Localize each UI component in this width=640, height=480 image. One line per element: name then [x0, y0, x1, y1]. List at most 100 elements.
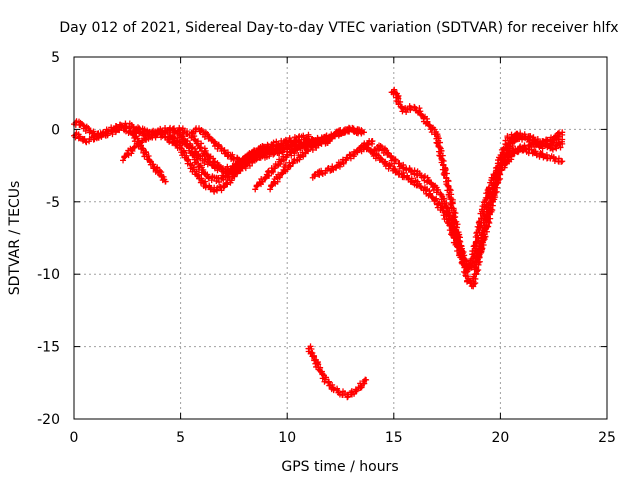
data-point [499, 149, 506, 156]
data-point [283, 151, 290, 158]
data-point [500, 145, 507, 152]
data-point [176, 144, 183, 151]
data-point [314, 360, 321, 367]
data-point [439, 207, 446, 214]
x-tick-label: 25 [598, 430, 616, 446]
data-point [311, 173, 318, 180]
data-point [100, 129, 107, 136]
data-point [350, 128, 357, 135]
data-point [408, 175, 415, 182]
data-point [152, 134, 159, 141]
data-point [219, 165, 226, 172]
data-point [395, 101, 402, 108]
data-point [143, 153, 150, 160]
data-point [271, 165, 278, 172]
data-point [392, 89, 399, 96]
chart-title: Day 012 of 2021, Sidereal Day-to-day VTE… [59, 20, 618, 36]
data-point [143, 132, 150, 139]
data-point [208, 136, 215, 143]
data-point [514, 132, 521, 139]
data-point [264, 168, 271, 175]
data-point [259, 146, 266, 153]
grid-lines [74, 57, 607, 419]
data-point [256, 180, 263, 187]
data-point [479, 227, 486, 234]
data-point [248, 155, 255, 162]
data-point [385, 150, 392, 157]
data-point [219, 174, 226, 181]
data-point [183, 130, 190, 137]
data-point [202, 147, 209, 154]
data-point [456, 237, 463, 244]
data-point [507, 140, 514, 147]
data-point [458, 252, 465, 259]
data-point [340, 129, 347, 136]
data-point [425, 121, 432, 128]
data-point [98, 133, 105, 140]
data-point [191, 136, 198, 143]
data-point [384, 149, 391, 156]
data-point [322, 169, 329, 176]
data-point [471, 242, 478, 249]
data-point [160, 173, 167, 180]
data-point [81, 135, 88, 142]
data-point [437, 191, 444, 198]
data-point [305, 133, 312, 140]
data-point [521, 142, 528, 149]
data-point [193, 159, 200, 166]
data-point [463, 273, 470, 280]
data-point [344, 128, 351, 135]
data-point [113, 123, 120, 130]
data-point [95, 134, 102, 141]
data-point [441, 200, 448, 207]
data-point [220, 184, 227, 191]
data-point [83, 139, 90, 146]
data-point [437, 153, 444, 160]
data-point [139, 129, 146, 136]
data-point [184, 157, 191, 164]
data-point [396, 163, 403, 170]
data-point [470, 283, 477, 290]
data-point [138, 139, 145, 146]
data-point [198, 126, 205, 133]
axis-ticks: 0 5 10 15 20 25 -20 -15 -10 -5 0 5 [37, 50, 616, 446]
data-point [486, 207, 492, 214]
data-point [434, 140, 441, 147]
data-point [323, 132, 330, 139]
data-point [199, 166, 206, 173]
data-point [317, 139, 324, 146]
data-point [191, 168, 198, 175]
data-point [253, 183, 260, 190]
data-point [460, 260, 467, 267]
data-point [360, 380, 367, 387]
data-point [349, 124, 356, 131]
data-point [129, 147, 136, 154]
data-point [401, 173, 408, 180]
data-point [308, 349, 315, 356]
data-point [79, 121, 86, 128]
data-point [296, 144, 303, 151]
data-point [267, 186, 274, 193]
data-point [261, 176, 268, 183]
data-point [431, 196, 438, 203]
data-point [468, 256, 475, 263]
data-point [319, 375, 326, 382]
series-track-14 [501, 129, 566, 171]
data-point [502, 161, 509, 168]
data-point [559, 136, 566, 143]
data-point [86, 127, 93, 134]
data-point [364, 144, 371, 151]
data-point [180, 136, 187, 143]
plot-frame [73, 56, 608, 420]
data-point [305, 145, 312, 152]
data-point [482, 213, 489, 220]
data-point [522, 145, 529, 152]
data-point [289, 160, 296, 167]
data-point [301, 141, 308, 148]
data-point [521, 133, 528, 140]
data-point [539, 143, 546, 150]
data-point [476, 218, 483, 225]
data-point [343, 154, 350, 161]
data-point [86, 138, 93, 145]
